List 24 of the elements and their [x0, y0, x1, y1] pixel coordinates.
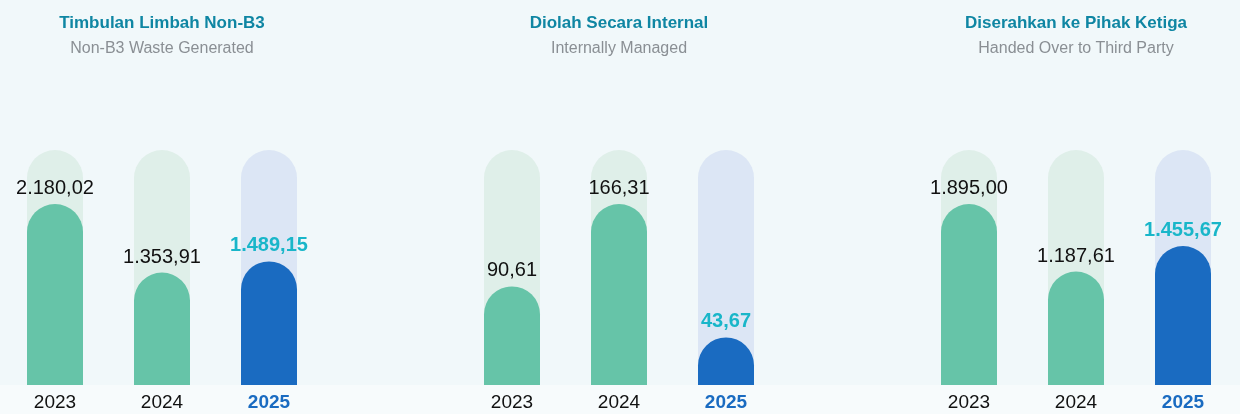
chart-subtitle: Internally Managed [550, 39, 688, 56]
x-tick-label: 2025 [704, 391, 748, 412]
data-label: 1.187,61 [1037, 243, 1115, 266]
chart-subtitle: Non-B3 Waste Generated [70, 39, 254, 56]
data-label: 1.455,67 [1144, 218, 1222, 240]
x-tick-label: 2023 [947, 391, 991, 412]
data-label: 166,31 [588, 176, 650, 199]
x-tick-label: 2025 [247, 391, 291, 412]
data-label: 2.180,02 [16, 176, 94, 199]
x-tick-label: 2024 [597, 391, 641, 412]
x-tick-label: 2024 [1054, 391, 1098, 412]
data-label: 1.895,00 [930, 176, 1008, 199]
chart-subtitle: Handed Over to Third Party [978, 39, 1174, 56]
x-tick-label: 2023 [490, 391, 534, 412]
chart-title: Diserahkan ke Pihak Ketiga [964, 13, 1188, 32]
data-label: 43,67 [700, 309, 752, 332]
x-tick-label: 2024 [140, 391, 184, 412]
x-tick-label: 2025 [1161, 391, 1205, 412]
data-label: 1.489,15 [230, 233, 308, 256]
data-label: 90,61 [486, 258, 538, 281]
chart-title: Timbulan Limbah Non-B3 [59, 13, 265, 32]
chart-title: Diolah Secara Internal [529, 13, 709, 32]
x-tick-label: 2023 [33, 391, 77, 412]
data-label: 1.353,91 [123, 244, 201, 267]
